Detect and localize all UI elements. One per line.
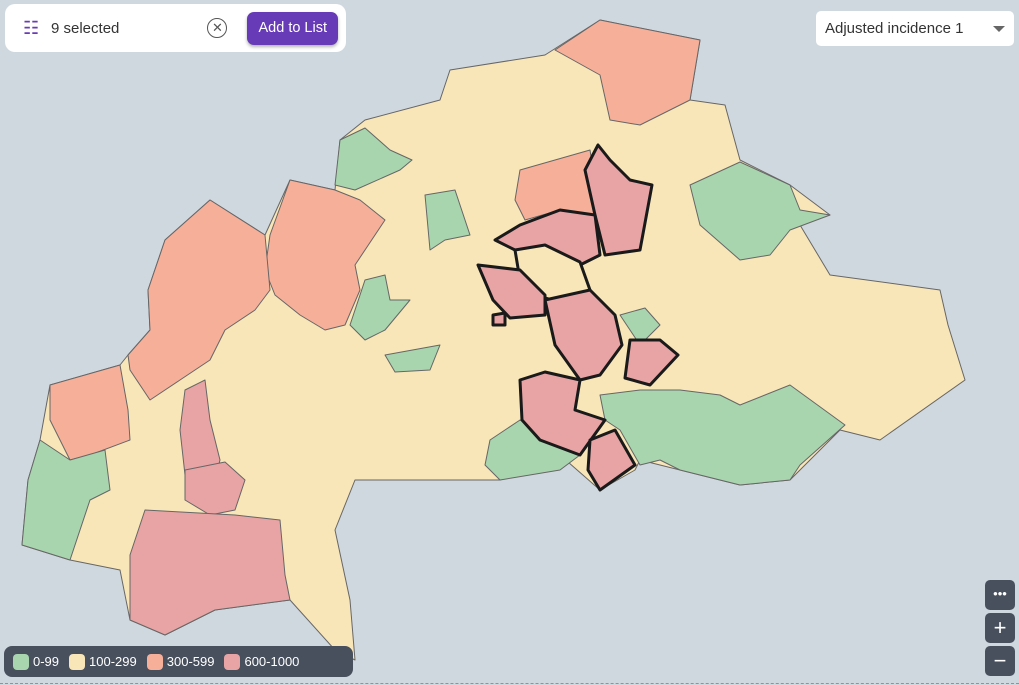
zoom-out-button[interactable]: − bbox=[985, 646, 1015, 676]
region[interactable] bbox=[127, 199, 271, 401]
legend-item: 100-299 bbox=[69, 653, 137, 670]
legend-swatch bbox=[146, 653, 163, 670]
region[interactable] bbox=[129, 509, 291, 636]
divider bbox=[0, 683, 1019, 684]
selected-region[interactable] bbox=[491, 311, 507, 327]
region[interactable] bbox=[184, 461, 246, 516]
cancel-circle-icon[interactable]: ✕ bbox=[207, 18, 228, 38]
selection-toolbar: ☷ 9 selected ✕ Add to List bbox=[5, 4, 346, 52]
region[interactable] bbox=[424, 189, 471, 251]
legend-item: 600-1000 bbox=[224, 653, 300, 670]
legend-swatch bbox=[69, 653, 86, 670]
legend-item: 0-99 bbox=[13, 653, 60, 670]
region[interactable] bbox=[384, 344, 441, 373]
legend-swatch bbox=[224, 653, 241, 670]
region[interactable] bbox=[599, 384, 846, 486]
chevron-down-icon bbox=[993, 25, 1005, 32]
add-to-list-button[interactable]: Add to List bbox=[247, 11, 338, 45]
zoom-in-button[interactable]: + bbox=[985, 613, 1015, 643]
selected-region[interactable] bbox=[518, 370, 607, 457]
region[interactable] bbox=[49, 364, 131, 461]
selected-count: 9 selected bbox=[51, 19, 120, 37]
tune-icon[interactable]: ☷ bbox=[23, 17, 40, 38]
region[interactable] bbox=[689, 161, 831, 261]
legend-label: 300-599 bbox=[166, 654, 215, 669]
region[interactable] bbox=[349, 274, 411, 341]
selected-region[interactable] bbox=[476, 263, 547, 320]
region[interactable] bbox=[619, 307, 661, 346]
region[interactable] bbox=[21, 439, 111, 561]
selected-region[interactable] bbox=[586, 428, 637, 492]
selected-region[interactable] bbox=[543, 288, 624, 382]
selected-region[interactable] bbox=[623, 338, 680, 387]
selected-region[interactable] bbox=[583, 143, 654, 257]
metric-select[interactable]: Adjusted incidence 1 bbox=[816, 11, 1014, 46]
region[interactable] bbox=[554, 19, 701, 126]
legend-label: 0-99 bbox=[33, 654, 60, 669]
region[interactable] bbox=[334, 127, 413, 191]
legend-swatch bbox=[13, 653, 29, 670]
legend-item: 300-599 bbox=[146, 653, 215, 670]
legend-label: 100-299 bbox=[89, 654, 137, 669]
map-legend: 0-99 100-299 300-599 600-1000 bbox=[4, 646, 353, 677]
more-options-button[interactable]: ••• bbox=[985, 580, 1015, 610]
legend-label: 600-1000 bbox=[244, 654, 300, 669]
metric-select-value: Adjusted incidence 1 bbox=[825, 20, 964, 37]
